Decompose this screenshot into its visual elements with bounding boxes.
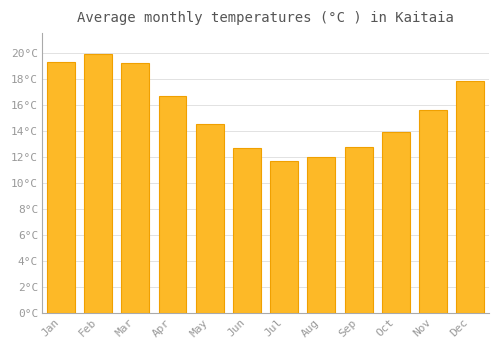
Bar (196, 124, 224, 313)
Bar (84, 54, 112, 313)
Bar (270, 161, 298, 313)
Bar (47, 62, 75, 313)
Bar (233, 148, 261, 313)
Bar (308, 157, 336, 313)
Bar (419, 110, 447, 313)
Bar (382, 132, 410, 313)
Title: Average monthly temperatures (°C ) in Kaitaia: Average monthly temperatures (°C ) in Ka… (77, 11, 454, 25)
Bar (158, 96, 186, 313)
Bar (122, 63, 150, 313)
Bar (344, 147, 372, 313)
Bar (456, 82, 484, 313)
